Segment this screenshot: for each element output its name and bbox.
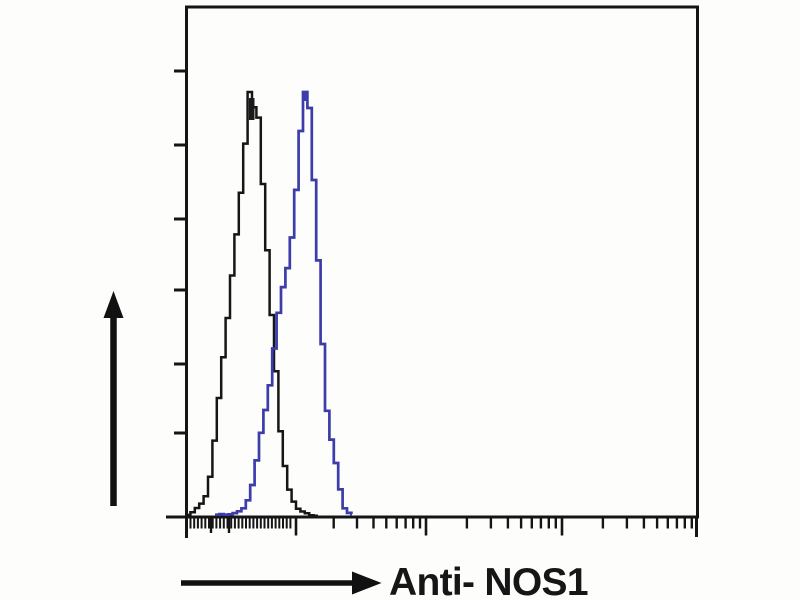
svg-text:Anti- NOS1: Anti- NOS1 (389, 561, 588, 600)
